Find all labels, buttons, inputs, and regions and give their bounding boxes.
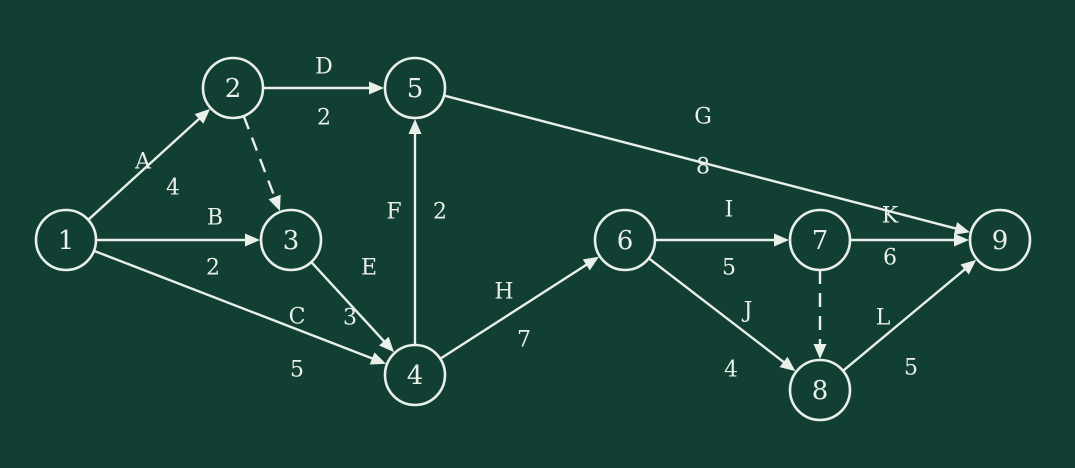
edge-6-7: [655, 233, 789, 247]
edge-3-4: [310, 261, 395, 353]
edge-duration-7-9: 6: [883, 246, 897, 271]
edge-duration-6-8: 4: [724, 358, 738, 383]
edge-duration-4-5: 2: [433, 200, 447, 225]
node-label: 3: [283, 226, 300, 256]
node-9: 9: [968, 208, 1032, 272]
edge-label-6-8: J: [742, 299, 753, 324]
edge-7-9: [850, 233, 969, 247]
edge-2-3-dummy: [242, 115, 281, 212]
edge-label-8-9: L: [876, 306, 891, 331]
arrowhead-icon: [779, 356, 796, 372]
edge-line: [242, 115, 277, 200]
arrowhead-icon: [245, 233, 260, 247]
edge-6-8: [648, 257, 796, 372]
node-8: 8: [788, 358, 852, 422]
edge-label-1-4: C: [289, 305, 306, 330]
edge-line: [439, 262, 589, 360]
node-label: 2: [225, 74, 242, 104]
node-circle: [201, 56, 265, 120]
edges-layer: [87, 81, 977, 372]
node-2: 2: [201, 56, 265, 120]
arrowhead-icon: [960, 259, 977, 275]
arrowhead-icon: [408, 119, 422, 134]
edge-line: [648, 257, 786, 365]
node-label: 1: [58, 226, 75, 256]
node-label: 6: [617, 226, 634, 256]
edge-duration-4-6: 7: [517, 328, 531, 353]
arrowhead-icon: [379, 336, 395, 353]
edge-duration-3-4: 3: [343, 306, 357, 331]
edge-1-2: [87, 108, 211, 221]
arrowhead-icon: [813, 344, 827, 359]
edge-line: [443, 94, 958, 231]
edge-8-9: [842, 259, 977, 372]
node-circle: [968, 208, 1032, 272]
edge-1-4: [93, 249, 387, 365]
edge-label-5-9: G: [694, 105, 712, 130]
arrowhead-icon: [369, 81, 384, 95]
edge-1-3: [96, 233, 260, 247]
edge-label-1-2: A: [134, 150, 152, 175]
edge-label-3-4: E: [361, 256, 377, 281]
node-circle: [259, 208, 323, 272]
node-label: 9: [992, 226, 1009, 256]
edge-label-4-5: F: [386, 200, 401, 225]
node-circle: [788, 358, 852, 422]
edge-label-2-5: D: [315, 55, 333, 80]
arrowhead-icon: [582, 256, 599, 271]
node-1: 1: [34, 208, 98, 272]
node-circle: [383, 56, 447, 120]
arrowhead-icon: [774, 233, 789, 247]
node-label: 7: [812, 226, 829, 256]
node-5: 5: [383, 56, 447, 120]
edge-label-4-6: H: [494, 280, 513, 305]
edge-line: [93, 249, 375, 361]
edge-label-1-3: B: [207, 206, 223, 231]
edge-duration-1-3: 2: [206, 256, 220, 281]
edge-duration-2-5: 2: [317, 106, 331, 131]
node-label: 8: [812, 376, 829, 406]
node-4: 4: [383, 343, 447, 407]
node-6: 6: [593, 208, 657, 272]
arrowhead-icon: [953, 222, 970, 235]
node-circle: [593, 208, 657, 272]
node-circle: [383, 343, 447, 407]
edge-duration-8-9: 5: [904, 356, 918, 381]
node-label: 5: [407, 74, 424, 104]
edge-duration-6-7: 5: [722, 256, 736, 281]
arrowhead-icon: [268, 194, 281, 212]
node-circle: [788, 208, 852, 272]
node-label: 4: [407, 361, 424, 391]
edge-duration-1-2: 4: [166, 176, 180, 201]
arrowhead-icon: [369, 352, 387, 365]
edge-label-6-7: I: [725, 198, 734, 223]
edge-5-9: [443, 94, 970, 235]
arrowhead-icon: [194, 108, 211, 124]
node-7: 7: [788, 208, 852, 272]
nodes-layer: 1 2 3 4 5 6 7 8 9: [34, 56, 1032, 422]
edge-line: [842, 267, 967, 372]
edge-line: [310, 261, 387, 344]
edge-2-5: [263, 81, 384, 95]
edge-4-6: [439, 256, 599, 360]
edge-4-5: [408, 119, 422, 345]
edge-label-7-9: K: [882, 204, 899, 229]
edge-line: [87, 116, 202, 221]
node-3: 3: [259, 208, 323, 272]
arrowhead-icon: [954, 233, 969, 247]
edge-duration-1-4: 5: [290, 358, 304, 383]
edge-duration-5-9: 8: [696, 155, 710, 180]
node-circle: [34, 208, 98, 272]
edge-7-8-dummy: [813, 270, 827, 359]
